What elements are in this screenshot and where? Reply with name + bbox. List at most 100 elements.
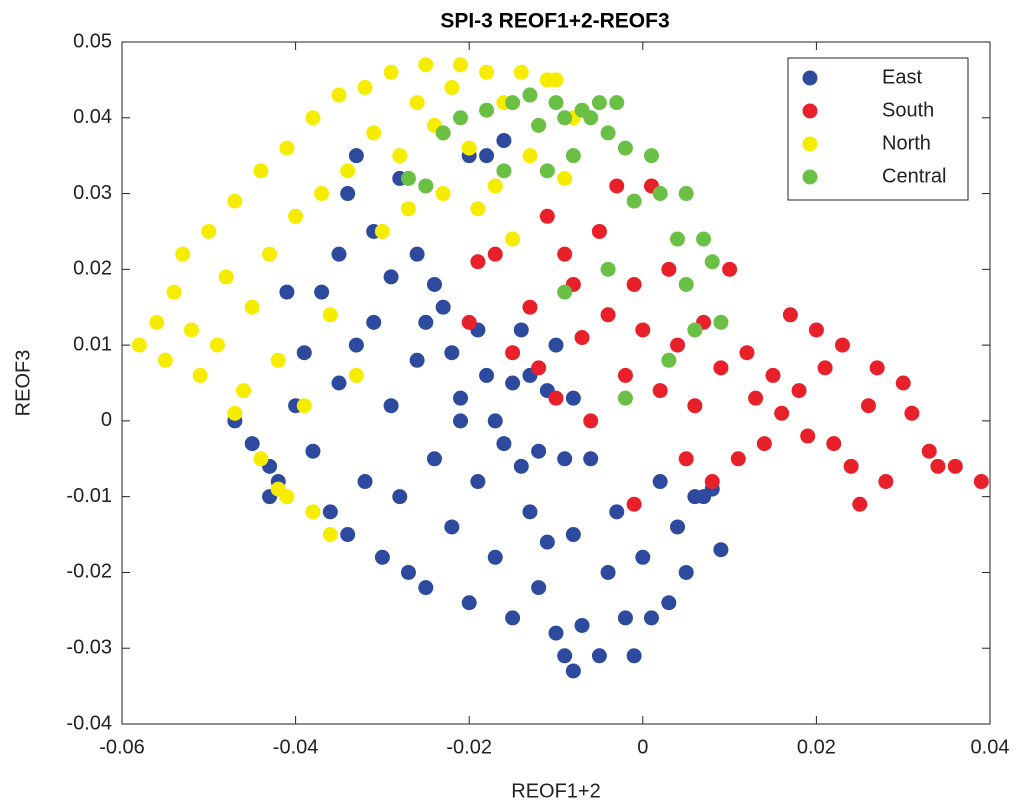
point [826,436,842,452]
legend-marker [802,136,818,152]
point [548,72,564,88]
point [843,458,859,474]
point [227,193,243,209]
point [626,648,642,664]
point [479,64,495,80]
point [817,360,833,376]
point [348,367,364,383]
series-points [227,133,729,679]
legend-marker [802,169,818,185]
point [834,337,850,353]
point [435,125,451,141]
point [409,95,425,111]
point [374,549,390,565]
point [921,443,937,459]
point [591,95,607,111]
point [479,148,495,164]
point [678,564,694,580]
point [670,519,686,535]
point [496,163,512,179]
point [557,451,573,467]
point [548,625,564,641]
point [860,398,876,414]
point [557,246,573,262]
point [366,314,382,330]
point [600,125,616,141]
point [678,186,694,202]
y-tick-label: 0.01 [73,333,112,355]
point [392,489,408,505]
point [557,170,573,186]
point [201,223,217,239]
point [565,148,581,164]
point [513,322,529,338]
y-tick-label: 0.04 [73,106,112,128]
point [565,663,581,679]
point [470,201,486,217]
point [635,549,651,565]
point [383,269,399,285]
point [305,110,321,126]
point [626,496,642,512]
point [505,231,521,247]
y-tick-label: -0.01 [66,485,112,507]
point [418,57,434,73]
point [973,474,989,490]
point [435,186,451,202]
point [531,443,547,459]
point [713,542,729,558]
legend-box [787,57,969,201]
point [279,140,295,156]
point [713,360,729,376]
point [296,345,312,361]
legend-label: South [882,99,934,121]
point [183,322,199,338]
y-tick-label: 0 [101,409,112,431]
point [522,87,538,103]
point [661,595,677,611]
point [869,360,885,376]
point [340,186,356,202]
point [157,352,173,368]
point [895,375,911,391]
point [409,352,425,368]
point [539,163,555,179]
point [236,383,252,399]
point [305,443,321,459]
point [687,322,703,338]
x-axis-label: REOF1+2 [511,780,600,802]
point [600,261,616,277]
point [340,527,356,543]
point [166,284,182,300]
y-tick-label: 0.02 [73,258,112,280]
point [904,405,920,421]
point [383,398,399,414]
point [322,307,338,323]
point [444,519,460,535]
y-tick-label: -0.02 [66,561,112,583]
point [149,314,165,330]
point [652,383,668,399]
point [227,405,243,421]
point [175,246,191,262]
point [531,580,547,596]
point [418,314,434,330]
point [348,148,364,164]
point [487,246,503,262]
point [730,451,746,467]
point [496,436,512,452]
point [531,360,547,376]
point [218,269,234,285]
point [357,79,373,95]
y-tick-label: -0.03 [66,637,112,659]
point [539,534,555,550]
point [192,367,208,383]
point [418,178,434,194]
point [505,95,521,111]
point [670,231,686,247]
point [791,383,807,399]
legend-label: Central [882,165,946,187]
point [444,345,460,361]
point [400,201,416,217]
point [496,133,512,149]
